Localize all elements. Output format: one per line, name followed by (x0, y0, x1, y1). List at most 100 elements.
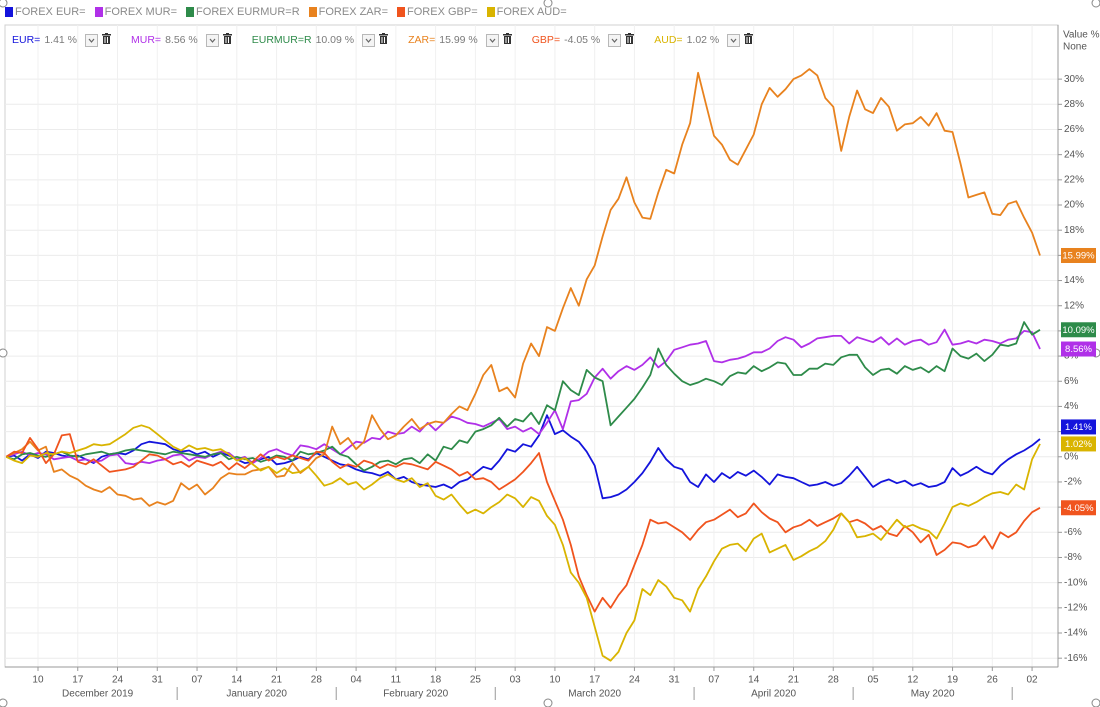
series-line (5, 328, 1041, 466)
x-tick-label: 05 (867, 675, 879, 686)
y-axis-sublabel: None (1063, 42, 1087, 53)
end-value-label: 8.56% (1065, 344, 1092, 355)
y-tick-label: -10% (1064, 577, 1087, 588)
month-label: April 2020 (751, 689, 796, 700)
series-control: EURMUR=R 10.09 % (251, 33, 389, 47)
series-line (6, 414, 1041, 500)
legend-item[interactable]: FOREX EURMUR=R (186, 6, 300, 18)
end-value-box (1061, 419, 1096, 435)
y-tick-label: 4% (1064, 401, 1079, 412)
y-tick-label: 30% (1064, 74, 1084, 85)
y-tick-label: -6% (1064, 527, 1082, 538)
series-code: EURMUR=R (251, 34, 312, 46)
legend-label: FOREX EUR= (15, 6, 86, 18)
delete-button[interactable] (222, 33, 232, 47)
y-tick-label: -12% (1064, 602, 1087, 613)
delete-button[interactable] (744, 33, 754, 47)
x-tick-label: 18 (430, 675, 442, 686)
y-axis-label: Value % (1063, 30, 1100, 41)
month-label: December 2019 (62, 689, 134, 700)
y-tick-label: 0% (1064, 451, 1079, 462)
legend-item[interactable]: FOREX AUD= (486, 6, 567, 18)
series-code: AUD= (654, 34, 683, 46)
dropdown-button[interactable] (362, 33, 376, 47)
x-tick-label: 24 (629, 675, 641, 686)
series-line (5, 68, 1041, 507)
x-tick-label: 28 (828, 675, 840, 686)
dropdown-button[interactable] (727, 33, 741, 47)
x-tick-label: 21 (788, 675, 800, 686)
legend-label: FOREX EURMUR=R (196, 6, 300, 18)
end-value-box (1061, 500, 1096, 516)
series-change: 1.02 % (686, 34, 720, 46)
x-tick-label: 03 (510, 675, 522, 686)
x-tick-label: 07 (191, 675, 203, 686)
dropdown-button[interactable] (205, 33, 219, 47)
legend-item[interactable]: FOREX MUR= (94, 6, 178, 18)
legend-label: FOREX GBP= (407, 6, 478, 18)
legend-label: FOREX AUD= (496, 6, 567, 18)
legend-label: FOREX ZAR= (318, 6, 389, 18)
x-tick-label: 17 (72, 675, 84, 686)
legend-swatch (486, 7, 495, 17)
handle (0, 698, 8, 707)
handle (1091, 0, 1100, 8)
x-tick-label: 26 (987, 675, 999, 686)
end-value-label: 1.41% (1065, 422, 1092, 433)
y-tick-label: -2% (1064, 477, 1082, 488)
legend-swatch (94, 7, 103, 17)
x-tick-label: 04 (351, 675, 363, 686)
end-value-box (1061, 341, 1096, 357)
series-code: EUR= (12, 34, 41, 46)
y-tick-label: 24% (1064, 149, 1084, 160)
handle (0, 348, 8, 358)
y-tick-label: 6% (1064, 376, 1079, 387)
end-value-label: 15.99% (1062, 251, 1095, 262)
end-value-label: 1.02% (1065, 439, 1092, 450)
x-tick-label: 19 (947, 675, 959, 686)
legend-item[interactable]: FOREX GBP= (397, 6, 478, 18)
series-change: -4.05 % (564, 34, 601, 46)
series-code: MUR= (131, 34, 162, 46)
dropdown-button[interactable] (85, 33, 99, 47)
month-label: May 2020 (911, 689, 955, 700)
legend-item[interactable]: FOREX EUR= (5, 6, 86, 18)
series-line (5, 321, 1041, 472)
month-label: February 2020 (383, 689, 448, 700)
y-tick-label: -8% (1064, 552, 1082, 563)
legend-swatch (5, 7, 13, 17)
series-control: MUR= 8.56 % (131, 33, 232, 47)
x-tick-label: 28 (311, 675, 323, 686)
delete-button[interactable] (102, 33, 112, 47)
y-tick-label: 20% (1064, 200, 1084, 211)
handle (1091, 698, 1100, 707)
legend-label: FOREX MUR= (104, 6, 178, 18)
delete-button[interactable] (379, 33, 389, 47)
y-tick-label: 18% (1064, 225, 1084, 236)
y-tick-label: 26% (1064, 124, 1084, 135)
y-tick-label: 14% (1064, 275, 1084, 286)
series-change: 10.09 % (315, 34, 355, 46)
legend-item[interactable]: FOREX ZAR= (308, 6, 389, 18)
y-tick-label: 28% (1064, 99, 1084, 110)
dropdown-button[interactable] (485, 33, 499, 47)
series-line (5, 433, 1041, 613)
delete-button[interactable] (625, 33, 635, 47)
series-controls: EUR= 1.41 % MUR= 8.56 % EURMUR=R 10.09 % ZAR= 1… (12, 33, 754, 47)
handle (0, 0, 8, 8)
series-line (5, 424, 1041, 662)
series-control: ZAR= 15.99 % (408, 33, 512, 47)
legend-swatch (308, 7, 317, 17)
dropdown-button[interactable] (608, 33, 622, 47)
x-tick-label: 21 (271, 675, 283, 686)
y-tick-label: -16% (1064, 653, 1087, 664)
delete-button[interactable] (502, 33, 512, 47)
x-tick-label: 17 (589, 675, 601, 686)
end-value-box (1061, 436, 1096, 452)
end-value-box (1061, 322, 1096, 338)
series-code: ZAR= (408, 34, 436, 46)
x-tick-label: 24 (112, 675, 124, 686)
x-tick-label: 31 (152, 675, 164, 686)
x-tick-label: 11 (391, 675, 402, 686)
